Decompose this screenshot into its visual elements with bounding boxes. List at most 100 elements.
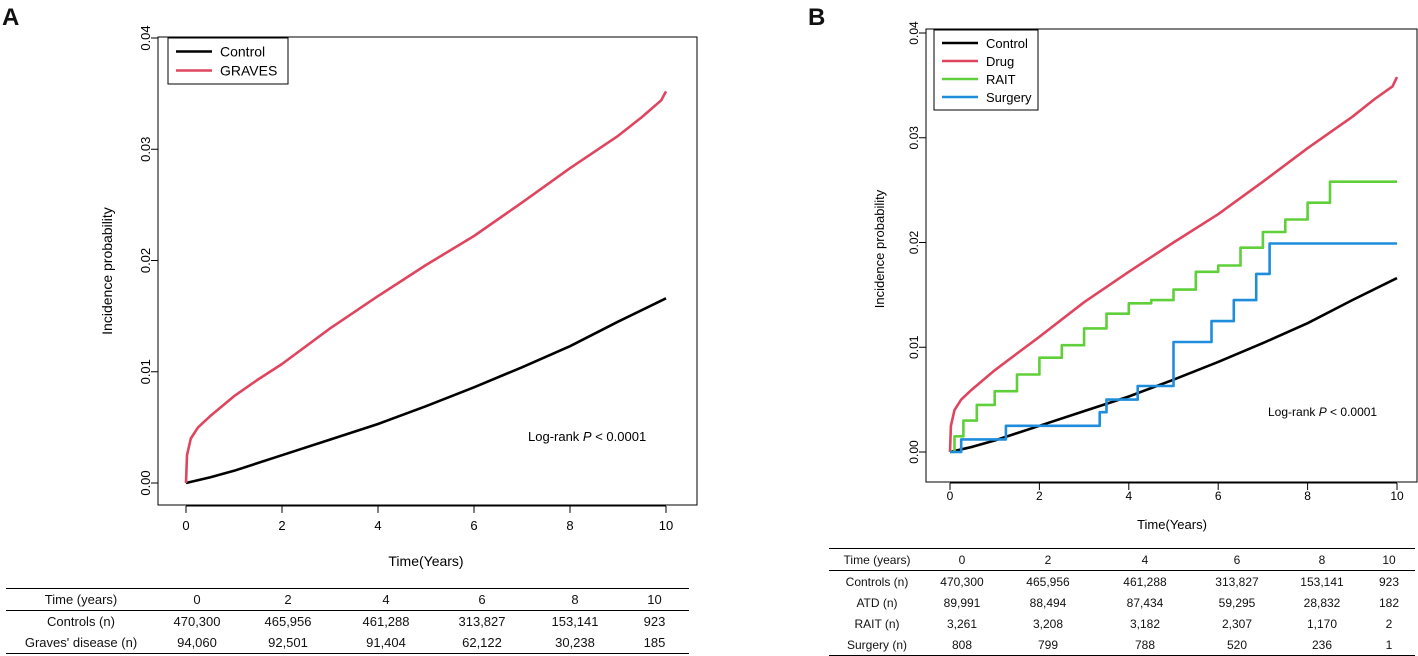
x-tick-label: 10 (659, 518, 673, 533)
table-cell: 92,501 (238, 632, 338, 654)
risk-table-header-cell: 8 (1281, 548, 1363, 571)
risk-table-header-cell: 4 (338, 588, 434, 611)
x-axis-title: Time(Years) (388, 553, 463, 569)
series-line-drug (948, 76, 1399, 453)
y-tick-label: 0.01 (138, 359, 153, 384)
table-cell: 59,295 (1218, 595, 1256, 610)
table-row: ATD (n) 89,991 88,494 87,434 59,295 28,8… (829, 592, 1415, 613)
table-cell: 87,434 (1126, 595, 1164, 610)
table-cell: 3,261 (946, 616, 978, 631)
series-line-rait (950, 180, 1397, 454)
risk-table-header-cell: 6 (434, 588, 530, 611)
y-axis-title: Incidence probability (872, 189, 887, 308)
risk-table-header-cell: 6 (1193, 548, 1281, 571)
risk-table-header-cell: 0 (156, 588, 238, 611)
table-row: Surgery (n) 808 799 788 520 236 1 (829, 634, 1415, 656)
table-cell: 236 (1281, 634, 1363, 656)
risk-table-header-cell: 10 (1363, 548, 1415, 571)
table-cell: 89,991 (943, 595, 981, 610)
x-axis: 0 2 4 6 8 10 (947, 482, 1404, 503)
legend-label: Control (220, 44, 265, 60)
y-axis-title: Incidence probability (99, 207, 115, 335)
legend-box (167, 37, 289, 85)
table-cell: 520 (1193, 634, 1281, 656)
table-cell: 3,208 (1032, 616, 1064, 631)
y-tick-label: 0.01 (907, 335, 921, 359)
table-cell: 28,832 (1303, 595, 1341, 610)
logrank-annotation: Log-rank P < 0.0001 (528, 429, 646, 444)
series-line-control (949, 276, 1398, 454)
x-tick-label: 6 (1215, 489, 1222, 503)
series-line-graves (184, 90, 668, 484)
x-tick-label: 4 (1125, 489, 1132, 503)
x-tick-label: 10 (1390, 489, 1404, 503)
risk-table-header-cell: 2 (999, 548, 1097, 571)
y-tick-label: 0.02 (907, 230, 921, 254)
chart-panel-a: 0 2 4 6 8 10 0.00 0.01 0.02 0.03 0.04 Time(Years) In… (99, 25, 698, 569)
y-tick-label: 0.04 (138, 25, 153, 50)
table-row: Graves' disease (n) 94,060 92,501 91,404… (6, 632, 689, 654)
y-tick-label: 0.04 (907, 21, 921, 45)
table-cell: 153,141 (551, 614, 599, 629)
legend: Control GRAVES (167, 37, 289, 85)
table-cell: 2 (1385, 616, 1393, 631)
x-tick-label: 4 (374, 518, 381, 533)
table-cell: 30,238 (530, 632, 620, 654)
table-cell: 313,827 (458, 614, 506, 629)
table-cell: 470,300 (940, 574, 984, 589)
table-cell: 808 (925, 634, 999, 656)
legend-label: Control (986, 36, 1028, 51)
risk-table-header: Time (years) 0 2 4 6 8 10 (6, 588, 689, 611)
table-cell: 788 (1097, 634, 1193, 656)
y-axis: 0.00 0.01 0.02 0.03 0.04 (138, 25, 159, 496)
table-cell: 313,827 (1215, 574, 1259, 589)
table-cell: 88,494 (1029, 595, 1067, 610)
x-tick-label: 8 (1304, 489, 1311, 503)
table-cell: 94,060 (156, 632, 238, 654)
legend-label: Surgery (986, 90, 1032, 105)
series-line-control (185, 297, 667, 485)
panel-label-b: B (808, 4, 826, 31)
legend: Control Drug RAIT Surgery (933, 29, 1039, 111)
table-cell: Controls (n) (845, 574, 909, 589)
table-cell: 182 (1378, 595, 1400, 610)
table-cell: RAIT (n) (854, 616, 900, 631)
table-cell: 465,956 (1026, 574, 1070, 589)
risk-table-header-cell: 0 (925, 548, 999, 571)
table-cell: 3,182 (1129, 616, 1161, 631)
y-tick-label: 0.03 (138, 137, 153, 162)
x-tick-label: 2 (1036, 489, 1043, 503)
table-cell: 465,956 (264, 614, 312, 629)
table-cell: 923 (1378, 574, 1400, 589)
table-cell: 470,300 (173, 614, 221, 629)
x-tick-label: 0 (947, 489, 954, 503)
risk-table-b: Time (years) 0 2 4 6 8 10 Controls (n) 4… (829, 548, 1415, 656)
table-cell: 1,170 (1306, 616, 1338, 631)
legend-label: Drug (986, 54, 1014, 69)
y-tick-label: 0.03 (907, 126, 921, 150)
risk-table-a: Time (years) 0 2 4 6 8 10 Controls (n) 4… (6, 588, 689, 654)
y-tick-label: 0.02 (138, 248, 153, 273)
table-cell: 1 (1363, 634, 1415, 656)
x-tick-label: 0 (182, 518, 189, 533)
table-row: Controls (n) 470,300 465,956 461,288 313… (6, 611, 689, 633)
y-tick-label: 0.00 (138, 470, 153, 495)
risk-table-header-cell: Time (years) (6, 588, 156, 611)
table-cell: Surgery (n) (829, 634, 925, 656)
table-cell: 185 (620, 632, 689, 654)
table-cell: 2,307 (1221, 616, 1253, 631)
chart-panel-b: 0 2 4 6 8 10 0.00 0.01 0.02 0.03 0.04 Time(Years) In… (872, 21, 1418, 532)
x-tick-label: 6 (470, 518, 477, 533)
risk-table-header-cell: 8 (530, 588, 620, 611)
table-cell: 461,288 (362, 614, 410, 629)
series-line-surgery (950, 242, 1397, 454)
table-cell: 461,288 (1123, 574, 1167, 589)
table-cell: Graves' disease (n) (6, 632, 156, 654)
y-axis: 0.00 0.01 0.02 0.03 0.04 (907, 21, 927, 464)
risk-table-header-cell: 4 (1097, 548, 1193, 571)
risk-table-header: Time (years) 0 2 4 6 8 10 (829, 548, 1415, 571)
table-cell: 91,404 (338, 632, 434, 654)
table-row: RAIT (n) 3,261 3,208 3,182 2,307 1,170 2 (829, 613, 1415, 634)
table-cell: Controls (n) (47, 614, 115, 629)
